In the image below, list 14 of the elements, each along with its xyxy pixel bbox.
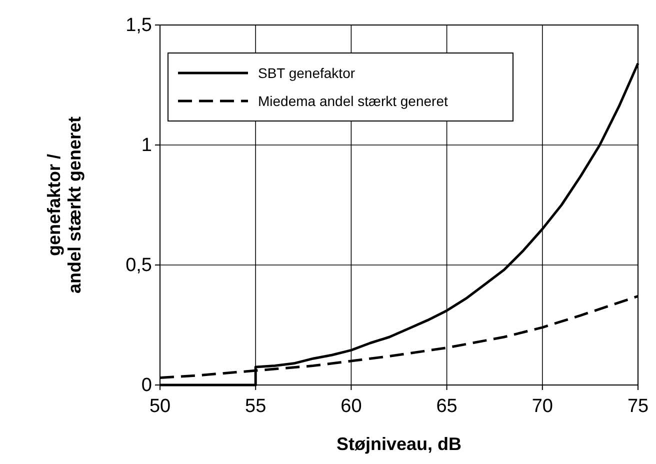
x-tick-label: 60 [340, 396, 362, 417]
x-tick-label: 70 [532, 396, 553, 417]
legend-label: SBT genefaktor [258, 65, 356, 81]
y-tick-label: 1 [141, 135, 152, 156]
x-axis-title: Støjniveau, dB [336, 434, 462, 454]
y-axis-title: genefaktor / andel stærkt generet [44, 116, 85, 294]
y-tick-label: 1,5 [126, 15, 152, 36]
x-tick-label: 65 [436, 396, 458, 417]
legend-label: Miedema andel stærkt generet [258, 93, 448, 109]
x-tick-label: 55 [245, 396, 266, 417]
x-tick-label: 75 [627, 396, 649, 417]
x-tick-label: 50 [149, 396, 171, 417]
y-tick-label: 0 [141, 375, 152, 396]
y-tick-label: 0,5 [126, 255, 152, 276]
